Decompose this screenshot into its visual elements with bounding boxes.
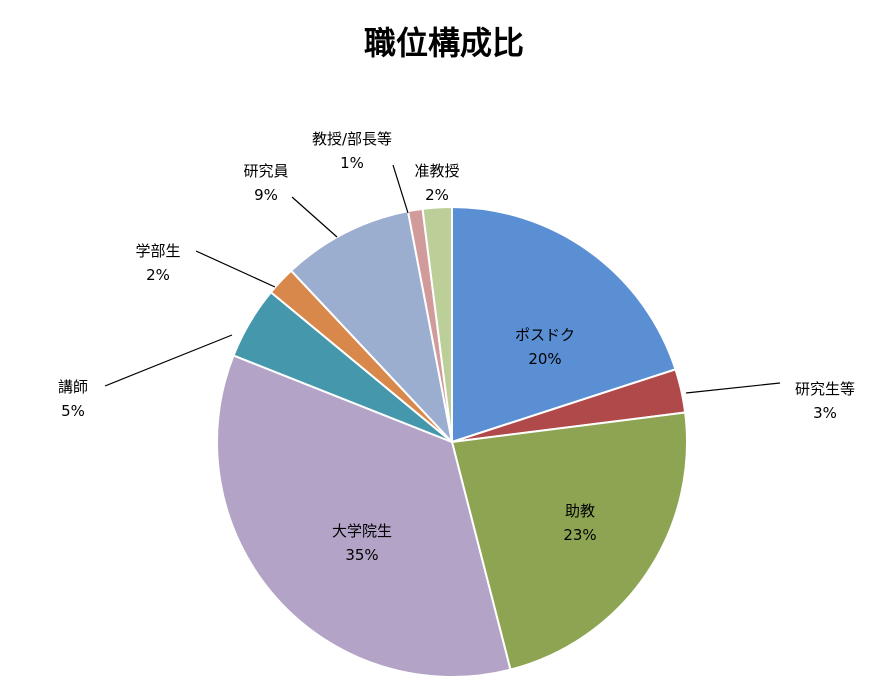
leader-line-2 xyxy=(685,382,781,394)
slice-percent-label-1: 20% xyxy=(528,350,561,368)
leader-lines xyxy=(104,164,781,394)
leader-line-5 xyxy=(104,334,233,387)
pie-slice-9 xyxy=(421,205,453,443)
slice-labels: ポスドク 20% 研究生等 3% 助教 23% 大学院生 35% 講師 5% 学部生 2% 研究員 9% 教… xyxy=(58,130,855,564)
slice-name-label-9: 准教授 xyxy=(414,162,459,180)
pie-slice-4 xyxy=(215,354,512,678)
chart-title: 職位構成比 xyxy=(363,24,524,62)
slice-name-label-2: 研究生等 xyxy=(795,380,855,398)
leader-line-7 xyxy=(291,196,338,238)
slice-name-label-5: 講師 xyxy=(58,378,88,396)
slice-percent-label-9: 2% xyxy=(425,186,449,204)
leader-line-6 xyxy=(195,250,276,288)
slice-percent-label-2: 3% xyxy=(813,404,837,422)
slice-name-label-4: 大学院生 xyxy=(332,522,392,540)
slice-percent-label-8: 1% xyxy=(340,154,364,172)
slice-name-label-7: 研究員 xyxy=(243,162,288,180)
slice-percent-label-4: 35% xyxy=(345,546,378,564)
slice-name-label-8: 教授/部長等 xyxy=(312,130,392,148)
pie-slice-3 xyxy=(450,411,688,671)
pie-slice-7 xyxy=(289,209,454,446)
slice-percent-label-3: 23% xyxy=(563,526,596,544)
slice-percent-label-6: 2% xyxy=(146,266,170,284)
leader-line-8 xyxy=(392,164,409,214)
slice-percent-label-7: 9% xyxy=(254,186,278,204)
slice-name-label-3: 助教 xyxy=(565,502,595,520)
slice-percent-label-5: 5% xyxy=(61,402,85,420)
pie-slice-1 xyxy=(451,205,677,444)
slice-name-label-1: ポスドク xyxy=(515,326,575,344)
pie-slices xyxy=(215,205,688,678)
slice-name-label-6: 学部生 xyxy=(135,242,180,260)
